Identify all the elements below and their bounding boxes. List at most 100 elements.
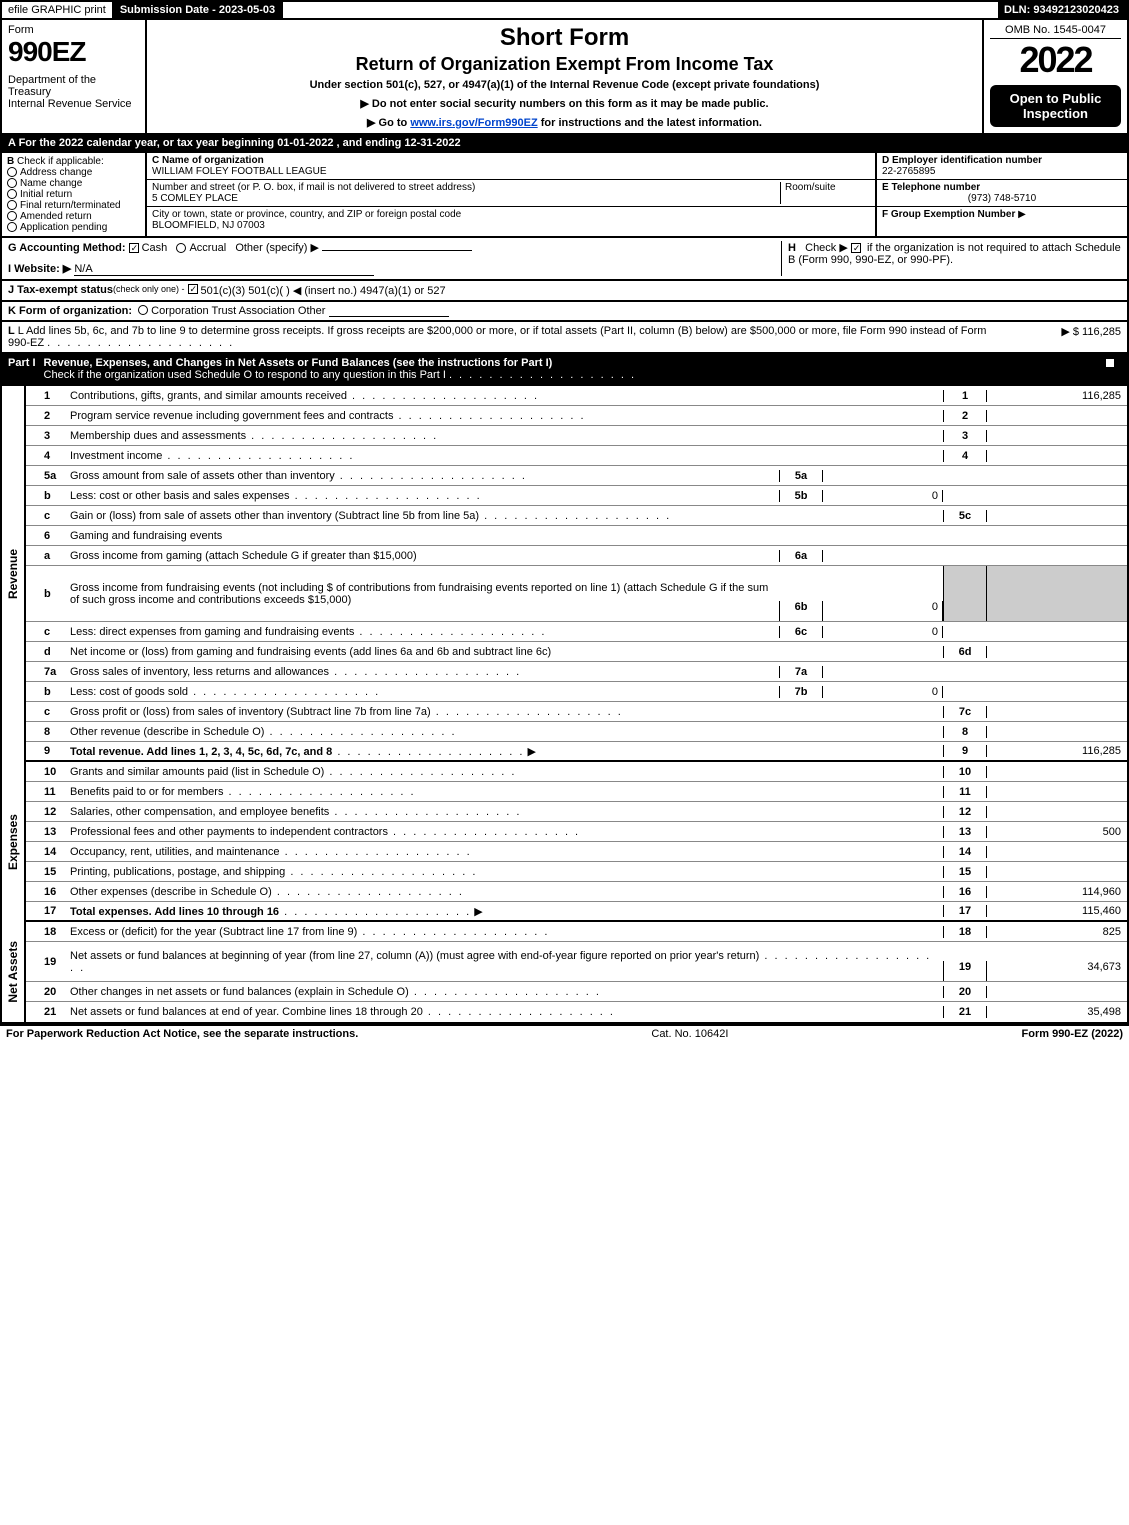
line-1: 1 Contributions, gifts, grants, and simi… xyxy=(26,386,1127,406)
page-footer: For Paperwork Reduction Act Notice, see … xyxy=(0,1024,1129,1042)
line-11: 11 Benefits paid to or for members 11 xyxy=(26,782,1127,802)
line-6a: a Gross income from gaming (attach Sched… xyxy=(26,546,1127,566)
city-row: City or town, state or province, country… xyxy=(147,207,875,233)
line-6b: b Gross income from fundraising events (… xyxy=(26,566,1127,622)
chk-final-return[interactable]: Final return/terminated xyxy=(7,200,140,211)
netassets-sidebar: Net Assets xyxy=(2,922,26,1022)
revenue-section: Revenue 1 Contributions, gifts, grants, … xyxy=(0,386,1129,762)
ein-row: D Employer identification number 22-2765… xyxy=(877,153,1127,180)
chk-accrual[interactable] xyxy=(176,243,186,253)
website-value: N/A xyxy=(74,263,374,276)
chk-501c3[interactable] xyxy=(188,284,198,294)
line-15: 15 Printing, publications, postage, and … xyxy=(26,862,1127,882)
g-other: Other (specify) ▶ xyxy=(235,242,319,254)
section-j: J Tax-exempt status (check only one) - 5… xyxy=(0,281,1129,302)
line-3: 3 Membership dues and assessments 3 xyxy=(26,426,1127,446)
goto-post: for instructions and the latest informat… xyxy=(538,117,762,129)
j-opts: 501(c)(3) 501(c)( ) ◀ (insert no.) 4947(… xyxy=(201,284,446,297)
chk-cash[interactable] xyxy=(129,243,139,253)
chk-address-change[interactable]: Address change xyxy=(7,167,140,178)
room-label: Room/suite xyxy=(780,182,870,204)
chk-corp[interactable] xyxy=(138,305,148,315)
netassets-section: Net Assets 18 Excess or (deficit) for th… xyxy=(0,922,1129,1024)
submission-date: Submission Date - 2023-05-03 xyxy=(114,2,283,18)
d-label: D Employer identification number xyxy=(882,155,1122,166)
col-g: G Accounting Method: Cash Accrual Other … xyxy=(8,241,781,276)
chk-amended-return[interactable]: Amended return xyxy=(7,211,140,222)
col-c: C Name of organization WILLIAM FOLEY FOO… xyxy=(147,153,877,236)
chk-schedule-b[interactable] xyxy=(851,243,861,253)
city-label: City or town, state or province, country… xyxy=(152,209,870,220)
expenses-section: Expenses 10 Grants and similar amounts p… xyxy=(0,762,1129,922)
h-text: Check ▶ xyxy=(805,242,848,254)
part1-title: Revenue, Expenses, and Changes in Net As… xyxy=(44,357,1101,381)
line-5b: b Less: cost or other basis and sales ex… xyxy=(26,486,1127,506)
footer-left: For Paperwork Reduction Act Notice, see … xyxy=(6,1028,358,1040)
part1-header: Part I Revenue, Expenses, and Changes in… xyxy=(0,354,1129,386)
section-gh: G Accounting Method: Cash Accrual Other … xyxy=(0,238,1129,281)
org-name: WILLIAM FOLEY FOOTBALL LEAGUE xyxy=(152,166,870,177)
col-de: D Employer identification number 22-2765… xyxy=(877,153,1127,236)
chk-application-pending[interactable]: Application pending xyxy=(7,222,140,233)
omb-number: OMB No. 1545-0047 xyxy=(990,24,1121,39)
col-h: H Check ▶ if the organization is not req… xyxy=(781,241,1121,276)
line-20: 20 Other changes in net assets or fund b… xyxy=(26,982,1127,1002)
form-subtitle: Return of Organization Exempt From Incom… xyxy=(155,54,974,75)
efile-label: efile GRAPHIC print xyxy=(2,2,114,18)
f-label: F Group Exemption Number xyxy=(882,209,1015,220)
form-title: Short Form xyxy=(155,24,974,52)
netassets-label: Net Assets xyxy=(6,941,20,1003)
ssn-warning: ▶ Do not enter social security numbers o… xyxy=(155,97,974,110)
revenue-label: Revenue xyxy=(6,549,20,599)
header-left: Form 990EZ Department of the Treasury In… xyxy=(2,20,147,133)
tax-year: 2022 xyxy=(990,39,1121,81)
street-row: Number and street (or P. O. box, if mail… xyxy=(147,180,875,207)
row-a-tax-year: A For the 2022 calendar year, or tax yea… xyxy=(0,135,1129,153)
department-label: Department of the Treasury Internal Reve… xyxy=(8,74,139,110)
form-header: Form 990EZ Department of the Treasury In… xyxy=(0,20,1129,135)
line-7b: b Less: cost of goods sold 7b 0 xyxy=(26,682,1127,702)
org-name-row: C Name of organization WILLIAM FOLEY FOO… xyxy=(147,153,875,180)
header-center: Short Form Return of Organization Exempt… xyxy=(147,20,982,133)
ein-value: 22-2765895 xyxy=(882,166,1122,177)
line-13: 13 Professional fees and other payments … xyxy=(26,822,1127,842)
form-number: 990EZ xyxy=(8,36,139,68)
efile-text: efile GRAPHIC print xyxy=(8,4,106,16)
chk-name-change[interactable]: Name change xyxy=(7,178,140,189)
expenses-lines: 10 Grants and similar amounts paid (list… xyxy=(26,762,1127,922)
h-label: H xyxy=(788,242,796,254)
line-18: 18 Excess or (deficit) for the year (Sub… xyxy=(26,922,1127,942)
expenses-sidebar: Expenses xyxy=(2,762,26,922)
goto-pre: ▶ Go to xyxy=(367,117,410,129)
irs-link[interactable]: www.irs.gov/Form990EZ xyxy=(410,117,537,129)
g-label: G Accounting Method: xyxy=(8,242,126,254)
g-other-input[interactable] xyxy=(322,250,472,251)
header-right: OMB No. 1545-0047 2022 Open to Public In… xyxy=(982,20,1127,133)
part1-checkbox[interactable] xyxy=(1101,357,1121,381)
line-6: 6 Gaming and fundraising events xyxy=(26,526,1127,546)
section-k: K Form of organization: Corporation Trus… xyxy=(0,302,1129,322)
under-section: Under section 501(c), 527, or 4947(a)(1)… xyxy=(155,79,974,91)
street-label: Number and street (or P. O. box, if mail… xyxy=(152,182,780,193)
line-21: 21 Net assets or fund balances at end of… xyxy=(26,1002,1127,1022)
line-16: 16 Other expenses (describe in Schedule … xyxy=(26,882,1127,902)
revenue-sidebar: Revenue xyxy=(2,386,26,762)
footer-right: Form 990-EZ (2022) xyxy=(1022,1028,1123,1040)
k-label: K Form of organization: xyxy=(8,305,132,317)
part1-subtitle: Check if the organization used Schedule … xyxy=(44,369,446,381)
line-17: 17 Total expenses. Add lines 10 through … xyxy=(26,902,1127,922)
topbar-spacer xyxy=(283,2,998,18)
j-label: J Tax-exempt status xyxy=(8,284,113,297)
f-arrow: ▶ xyxy=(1018,209,1026,220)
dln-text: DLN: 93492123020423 xyxy=(1004,4,1119,16)
phone-row: E Telephone number (973) 748-5710 xyxy=(877,180,1127,207)
chk-initial-return[interactable]: Initial return xyxy=(7,189,140,200)
l-dots xyxy=(47,337,234,349)
line-5a: 5a Gross amount from sale of assets othe… xyxy=(26,466,1127,486)
k-other-input[interactable] xyxy=(329,305,449,317)
revenue-lines: 1 Contributions, gifts, grants, and simi… xyxy=(26,386,1127,762)
line-7a: 7a Gross sales of inventory, less return… xyxy=(26,662,1127,682)
line-10: 10 Grants and similar amounts paid (list… xyxy=(26,762,1127,782)
submission-text: Submission Date - 2023-05-03 xyxy=(120,4,275,16)
line-6d: d Net income or (loss) from gaming and f… xyxy=(26,642,1127,662)
